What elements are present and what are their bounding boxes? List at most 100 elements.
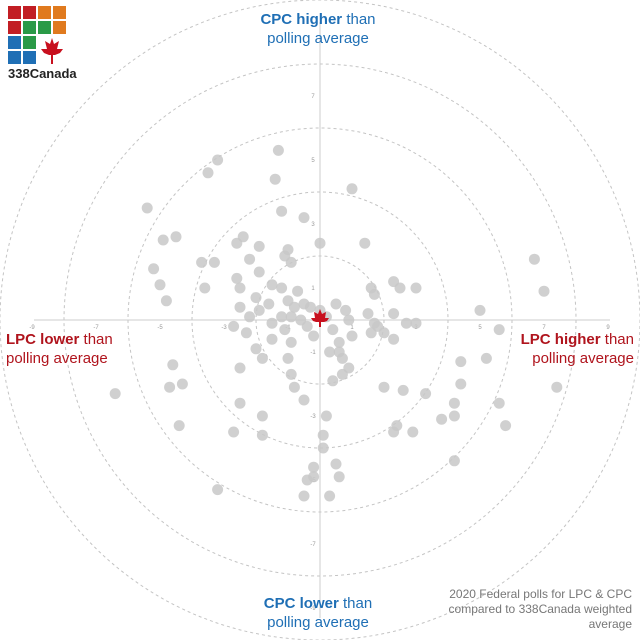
data-point [285,336,297,348]
data-point [266,333,278,345]
data-point [327,324,339,336]
data-point [109,388,121,400]
data-point [256,429,268,441]
data-point [314,237,326,249]
data-point [292,285,304,297]
data-point [276,282,288,294]
data-point [263,298,275,310]
data-point [282,352,294,364]
data-point [256,410,268,422]
label-cpc-higher-strong: CPC higher [260,11,343,28]
label-lpc-lower-rest: than [79,331,113,348]
data-point [234,282,246,294]
data-point [304,301,316,313]
data-point [285,311,297,323]
data-point [359,237,371,249]
data-point [288,301,300,313]
data-point [448,397,460,409]
data-point [234,397,246,409]
label-cpc-higher: CPC higher than polling average [218,10,418,48]
data-point [212,154,224,166]
maple-leaf-icon [311,309,329,327]
data-point [253,266,265,278]
data-point [317,442,329,454]
data-point [474,304,486,316]
data-point [340,304,352,316]
data-point [298,490,310,502]
label-cpc-lower-rest: than [338,595,373,612]
logo-text: 338Canada [8,66,77,81]
label-lpc-higher-rest: than [600,331,634,348]
data-point [388,426,400,438]
chart-note: 2020 Federal polls for LPC & CPC compare… [448,587,632,631]
data-point [199,282,211,294]
data-point [266,317,278,329]
x-tick-label: -3 [221,325,227,331]
data-point [234,362,246,374]
data-point [388,308,400,320]
data-point [250,292,262,304]
data-point [253,240,265,252]
data-point [279,324,291,336]
data-point [455,378,467,390]
data-point [333,336,345,348]
y-tick-label: -1 [310,350,316,356]
y-tick-label: -9 [310,606,316,612]
data-point [324,490,336,502]
data-point [410,317,422,329]
poll-points [109,144,563,502]
data-point [298,394,310,406]
x-tick-label: 5 [478,325,482,331]
label-cpc-higher-line2: polling average [267,30,369,47]
label-lpc-higher-line2: polling average [532,350,634,367]
data-point [410,282,422,294]
x-tick-label: -9 [29,325,35,331]
label-cpc-lower-line2: polling average [267,614,369,631]
data-point [455,356,467,368]
data-point [285,256,297,268]
data-point [170,231,182,243]
data-point [154,279,166,291]
data-point [372,320,384,332]
data-point [301,474,313,486]
y-tick-label: 7 [311,94,315,100]
data-point [228,426,240,438]
y-tick-label: -3 [310,414,316,420]
data-point [500,420,512,432]
data-point [288,381,300,393]
data-point [173,420,185,432]
data-point [253,304,265,316]
data-point [394,282,406,294]
x-tick-label: 1 [350,325,354,331]
data-point [346,330,358,342]
data-point [141,202,153,214]
data-point [538,285,550,297]
logo-grid-icon [8,6,66,64]
data-point [493,324,505,336]
x-tick-label: -7 [93,325,99,331]
data-point [333,471,345,483]
data-point [269,173,281,185]
data-point [208,256,220,268]
data-point [448,455,460,467]
data-point [244,253,256,265]
label-lpc-higher-strong: LPC higher [520,331,601,348]
data-point [330,458,342,470]
data-point [493,397,505,409]
data-point [276,311,288,323]
data-point [266,279,278,291]
data-point [240,327,252,339]
data-point [327,375,339,387]
data-point [282,244,294,256]
data-point [196,256,208,268]
data-point [317,429,329,441]
data-point [324,346,336,358]
data-point [330,298,342,310]
data-point [400,317,412,329]
data-point [250,343,262,355]
data-point [231,237,243,249]
label-lpc-lower-line2: polling average [6,350,108,367]
label-lpc-lower-strong: LPC lower [6,331,80,348]
data-point [346,183,358,195]
